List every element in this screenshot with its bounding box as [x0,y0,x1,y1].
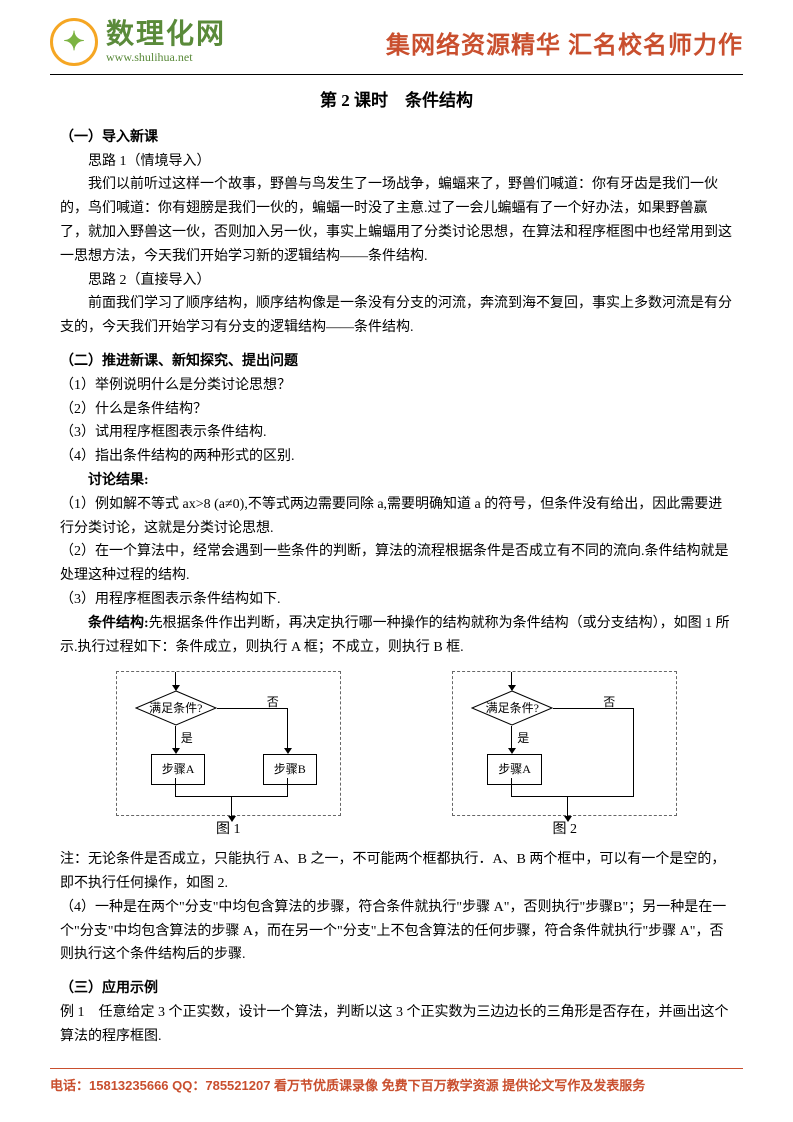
decision-diamond: 满足条件? [471,690,553,726]
section-2-head: （二）推进新课、新知探究、提出问题 [60,350,733,374]
line-icon [553,708,633,709]
decision-diamond: 满足条件? [135,690,217,726]
condition-struct-def: 条件结构:先根据条件作出判断，再决定执行哪一种操作的结构就称为条件结构（或分支结… [60,612,733,660]
intro-line-2: 思路 2（直接导入） [60,269,733,293]
note-text: 注：无论条件是否成立，只能执行 A、B 之一，不可能两个框都执行．A、B 两个框… [60,848,733,896]
question-2: （2）什么是条件结构？ [60,398,733,422]
step-a-box: 步骤A [487,754,542,784]
discuss-head: 讨论结果: [60,469,733,493]
answer-2: （2）在一个算法中，经常会遇到一些条件的判断，算法的流程根据条件是否成立有不同的… [60,540,733,588]
line-icon [511,726,512,748]
logo-icon: ✦ [63,27,85,57]
intro-para-1: 我们以前听过这样一个故事，野兽与鸟发生了一场战争，蝙蝠来了，野兽们喊道：你有牙齿… [60,173,733,268]
header-banner: ✦ 数理化网 www.shulihua.net 集网络资源精华 汇名校名师力作 [50,0,743,75]
step-b-box: 步骤B [263,754,317,784]
intro-para-2: 前面我们学习了顺序结构，顺序结构像是一条没有分支的河流，奔流到海不复回，事实上多… [60,292,733,340]
line-icon [175,778,176,796]
no-label: 否 [603,692,615,712]
step-a-box: 步骤A [151,754,206,784]
cond-rest: 先根据条件作出判断，再决定执行哪一种操作的结构就称为条件结构（或分支结构），如图… [60,616,730,655]
no-label: 否 [267,692,279,712]
figure-captions: 图 1 图 2 [60,818,733,842]
page-footer: 电话：15813235666 QQ：785521207 看万节优质课录像 免费下… [50,1068,743,1094]
section-1-head: （一）导入新课 [60,126,733,150]
yes-label: 是 [181,728,193,748]
answer-3: （3）用程序框图表示条件结构如下. [60,588,733,612]
flowchart-fig-2: 满足条件? 否 是 步骤A [452,671,677,816]
line-icon [175,726,176,748]
arrow-out-icon [231,796,232,816]
line-icon [511,796,634,797]
question-3: （3）试用程序框图表示条件结构. [60,421,733,445]
line-icon [287,708,288,748]
diamond-text: 满足条件? [149,698,202,718]
answer-4: （4）一种是在两个"分支"中均包含算法的步骤，符合条件就执行"步骤 A"，否则执… [60,896,733,967]
page-content: 第 2 课时 条件结构 （一）导入新课 思路 1（情境导入） 我们以前听过这样一… [0,87,793,1049]
cond-bold: 条件结构: [88,616,149,631]
flowchart-fig-1: 满足条件? 否 是 步骤A 步骤B [116,671,341,816]
arrow-in-icon [511,672,512,690]
arrow-in-icon [175,672,176,690]
arrow-out-icon [567,796,568,816]
answer-1: （1）例如解不等式 ax>8 (a≠0),不等式两边需要同除 a,需要明确知道 … [60,493,733,541]
site-slogan: 集网络资源精华 汇名校名师力作 [386,25,743,60]
line-icon [217,708,287,709]
question-1: （1）举例说明什么是分类讨论思想？ [60,374,733,398]
section-3-head: （三）应用示例 [60,977,733,1001]
site-title: 数理化网 [106,20,226,48]
diamond-text: 满足条件? [486,698,539,718]
intro-line-1: 思路 1（情境导入） [60,150,733,174]
lesson-title: 第 2 课时 条件结构 [60,87,733,116]
site-logo: ✦ [50,18,98,66]
line-icon [287,778,288,796]
yes-label: 是 [517,728,529,748]
line-icon [633,708,634,796]
site-url: www.shulihua.net [106,50,226,65]
question-4: （4）指出条件结构的两种形式的区别. [60,445,733,469]
site-title-block: 数理化网 www.shulihua.net [106,20,226,65]
diagram-row: 满足条件? 否 是 步骤A 步骤B 满足条件? 否 是 [60,671,733,816]
line-icon [511,778,512,796]
example-1: 例 1 任意给定 3 个正实数，设计一个算法，判断以这 3 个正实数为三边边长的… [60,1001,733,1049]
